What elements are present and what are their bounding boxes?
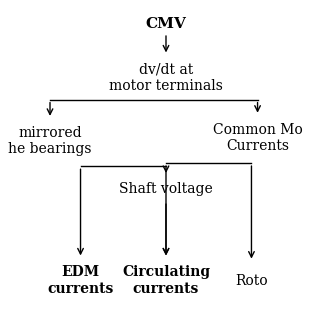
Text: CMV: CMV <box>146 17 187 31</box>
Text: Shaft voltage: Shaft voltage <box>119 181 213 196</box>
Text: EDM
currents: EDM currents <box>47 266 114 296</box>
Text: Common Mo
Currents: Common Mo Currents <box>213 123 302 153</box>
Text: mirrored
he bearings: mirrored he bearings <box>8 126 92 156</box>
Text: Roto: Roto <box>235 274 268 288</box>
Text: Circulating
currents: Circulating currents <box>122 266 210 296</box>
Text: dv/dt at
motor terminals: dv/dt at motor terminals <box>109 62 223 92</box>
